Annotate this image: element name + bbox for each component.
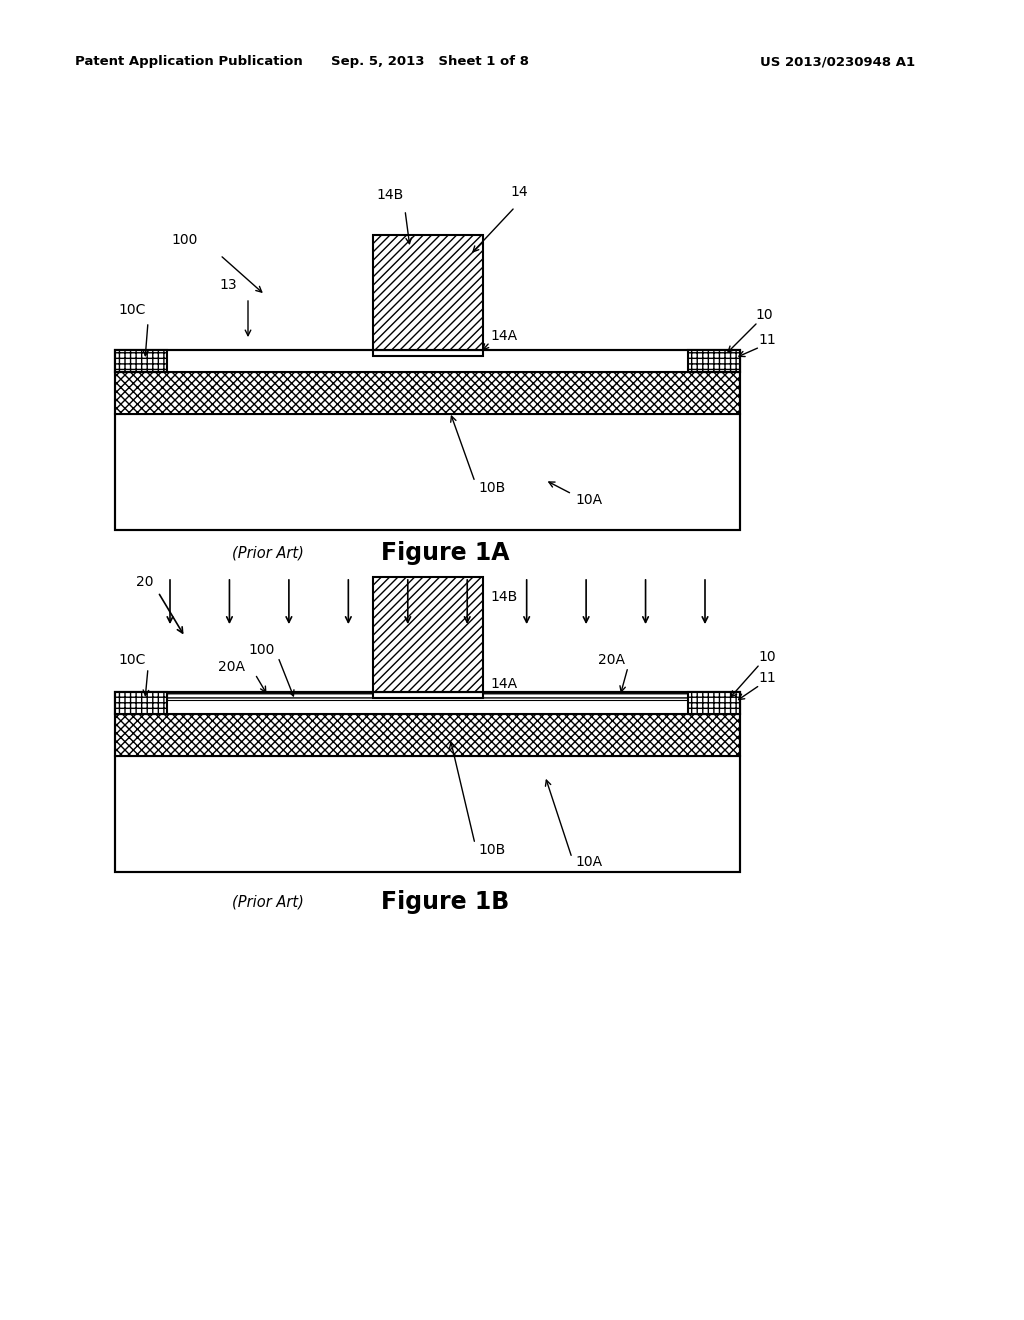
Bar — [115, 714, 740, 756]
Bar — [167, 692, 688, 700]
Bar — [688, 350, 740, 372]
Text: 11: 11 — [758, 671, 776, 685]
Bar — [115, 414, 740, 531]
Text: 10C: 10C — [118, 304, 145, 317]
Text: 11: 11 — [758, 333, 776, 347]
Text: 10: 10 — [758, 649, 775, 664]
Bar — [115, 350, 740, 531]
Text: 20A: 20A — [218, 660, 245, 675]
Bar — [115, 372, 740, 414]
Text: 14B: 14B — [377, 187, 403, 202]
Text: 13: 13 — [219, 279, 237, 292]
Text: 10B: 10B — [478, 843, 505, 857]
Bar — [373, 235, 482, 350]
Bar — [115, 756, 740, 873]
Text: 20: 20 — [136, 576, 154, 589]
Text: 10: 10 — [755, 308, 773, 322]
Text: Sep. 5, 2013   Sheet 1 of 8: Sep. 5, 2013 Sheet 1 of 8 — [331, 55, 529, 69]
Text: US 2013/0230948 A1: US 2013/0230948 A1 — [760, 55, 915, 69]
Bar — [115, 350, 167, 372]
Text: 14: 14 — [510, 185, 527, 199]
Bar — [373, 692, 482, 698]
Text: Figure 1A: Figure 1A — [381, 541, 509, 565]
Text: 100: 100 — [172, 234, 199, 247]
Text: 14A: 14A — [490, 329, 517, 343]
Text: 10A: 10A — [575, 855, 602, 869]
Text: (Prior Art): (Prior Art) — [232, 895, 304, 909]
Bar — [115, 692, 740, 873]
Bar — [373, 577, 482, 692]
Text: 10B: 10B — [478, 480, 505, 495]
Text: 100: 100 — [248, 643, 274, 657]
Text: 14A: 14A — [490, 677, 517, 690]
Text: 20A: 20A — [598, 653, 625, 667]
Text: 14B: 14B — [490, 590, 517, 605]
Text: Patent Application Publication: Patent Application Publication — [75, 55, 303, 69]
Text: 10A: 10A — [575, 492, 602, 507]
Bar — [115, 692, 740, 714]
Bar — [115, 350, 740, 372]
Bar — [373, 350, 482, 356]
Bar — [115, 692, 167, 714]
Text: Figure 1B: Figure 1B — [381, 890, 509, 913]
Text: 10C: 10C — [118, 653, 145, 667]
Text: (Prior Art): (Prior Art) — [232, 545, 304, 561]
Bar — [688, 692, 740, 714]
